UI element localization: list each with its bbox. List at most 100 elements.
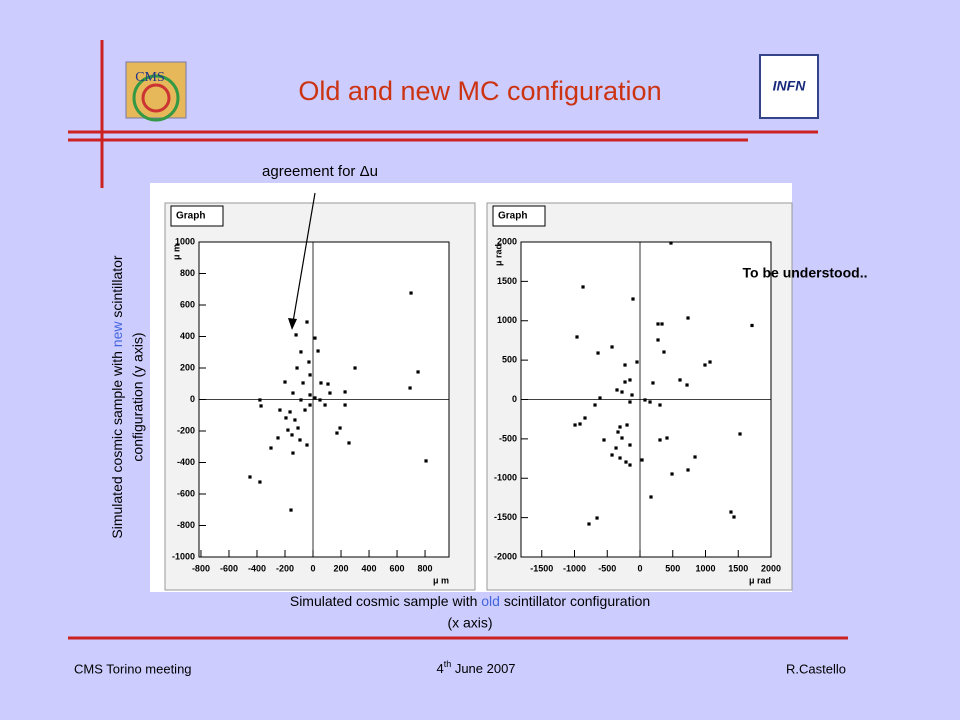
point	[573, 423, 577, 427]
point	[308, 393, 312, 397]
panel-label: Graph	[176, 211, 205, 222]
point	[408, 386, 412, 390]
y-tick-label: 1000	[175, 236, 195, 246]
x-tick-label: -500	[598, 563, 616, 573]
y-tick-label: 0	[190, 394, 195, 404]
y-tick-label: 2000	[497, 236, 517, 246]
point	[343, 403, 347, 407]
y-tick-label: 1500	[497, 276, 517, 286]
panel-label-box	[492, 205, 546, 227]
panel-label-box	[170, 205, 224, 227]
point	[732, 515, 736, 519]
infn-logo: INFN	[759, 54, 819, 119]
point	[616, 430, 620, 434]
point	[278, 408, 282, 412]
point	[338, 426, 342, 430]
point	[729, 510, 733, 514]
point	[624, 460, 628, 464]
point	[316, 349, 320, 353]
point	[326, 382, 330, 386]
point	[665, 436, 669, 440]
point	[248, 475, 252, 479]
point	[620, 436, 624, 440]
point	[409, 291, 413, 295]
y-axis-label: Simulated cosmic sample with new scintil…	[109, 255, 125, 539]
point	[347, 441, 351, 445]
point	[648, 400, 652, 404]
point	[628, 378, 632, 382]
point	[640, 458, 644, 462]
point	[323, 403, 327, 407]
point	[660, 322, 664, 326]
y-tick-label: -1000	[172, 551, 195, 561]
point	[298, 438, 302, 442]
point	[669, 241, 673, 245]
point	[623, 380, 627, 384]
label-part: scintillator	[109, 255, 125, 321]
point	[598, 396, 602, 400]
y-tick-label: -400	[177, 457, 195, 467]
point	[630, 393, 634, 397]
point	[578, 422, 582, 426]
x-tick-label: 800	[418, 563, 433, 573]
point	[602, 438, 606, 442]
label-part: Simulated cosmic sample with	[290, 593, 481, 609]
footer-part: 4	[436, 661, 443, 676]
footer-part: th	[444, 659, 452, 669]
x-tick-label: 500	[665, 563, 680, 573]
point	[685, 383, 689, 387]
point	[294, 333, 298, 337]
point	[635, 360, 639, 364]
y-axis-title: μ m	[171, 244, 181, 260]
point	[658, 403, 662, 407]
point	[703, 363, 707, 367]
label-part: new	[109, 321, 125, 348]
point	[290, 433, 294, 437]
x-tick-label: 400	[362, 563, 377, 573]
y-tick-label: 600	[180, 299, 195, 309]
x-axis-title: μ rad	[749, 575, 771, 585]
point	[288, 410, 292, 414]
y-tick-label: 0	[512, 394, 517, 404]
point	[614, 446, 618, 450]
x-axis-label: (x axis)	[447, 615, 492, 631]
label-part: scintillator configuration	[500, 593, 650, 609]
point	[750, 323, 754, 328]
point	[305, 320, 309, 324]
point	[305, 443, 309, 447]
point	[269, 446, 273, 450]
point	[581, 285, 585, 289]
point	[353, 366, 357, 370]
point	[258, 398, 262, 402]
point	[307, 360, 311, 364]
x-axis-title: μ m	[433, 575, 449, 585]
point	[615, 388, 619, 392]
point	[313, 336, 317, 340]
point	[618, 456, 622, 460]
point	[299, 398, 303, 402]
label-part: old	[481, 593, 500, 609]
annotation: agreement for Δu	[262, 163, 378, 180]
y-tick-label: -800	[177, 520, 195, 530]
x-tick-label: -200	[276, 563, 294, 573]
y-tick-label: -1500	[494, 512, 517, 522]
x-tick-label: -1500	[530, 563, 553, 573]
point	[708, 360, 712, 364]
slide-title: Old and new MC configuration	[298, 76, 661, 106]
point	[631, 297, 635, 301]
point	[623, 363, 627, 367]
label-part: Simulated cosmic sample with	[109, 347, 125, 538]
point	[276, 436, 280, 440]
point	[628, 463, 632, 467]
footer-center: 4th June 2007	[436, 659, 515, 676]
y-axis-label: configuration (y axis)	[130, 332, 146, 461]
y-tick-label: -600	[177, 488, 195, 498]
point	[424, 459, 428, 463]
logo-text: INFN	[773, 78, 807, 94]
x-tick-label: 1000	[695, 563, 715, 573]
point	[289, 508, 293, 512]
point	[686, 468, 690, 472]
point	[258, 480, 262, 484]
point	[620, 390, 624, 394]
footer-part: June 2007	[451, 661, 515, 676]
